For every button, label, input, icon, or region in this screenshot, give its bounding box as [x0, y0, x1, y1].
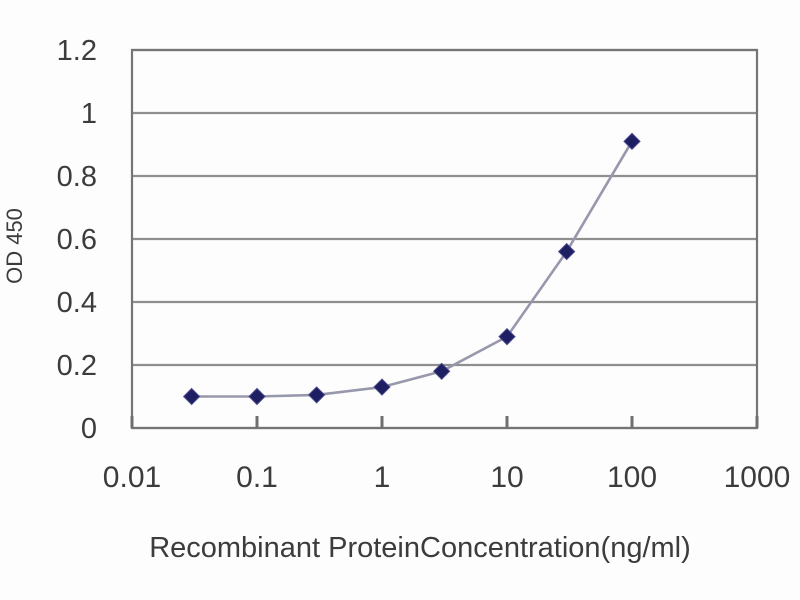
x-tick-label-0.01: 0.01	[103, 461, 161, 494]
y-tick-label-0.6: 0.6	[57, 224, 97, 256]
x-tick-label-1: 1	[374, 461, 391, 494]
x-axis-title: Recombinant ProteinConcentration(ng/ml)	[149, 532, 691, 564]
y-tick-label-0.4: 0.4	[57, 287, 97, 319]
x-tick-label-100: 100	[607, 461, 657, 494]
series-line	[191, 140, 634, 398]
y-tick-label-1: 1	[81, 98, 97, 130]
data-point-marker	[432, 362, 451, 381]
y-tick-label-0.8: 0.8	[57, 161, 97, 193]
data-point-marker	[623, 132, 641, 151]
data-point-marker	[557, 242, 576, 261]
data-point-marker	[248, 387, 266, 406]
x-tick-label-0.1: 0.1	[236, 461, 278, 494]
data-point-marker	[307, 386, 326, 404]
plot-border	[130, 48, 759, 430]
y-tick-label-0: 0	[81, 413, 97, 445]
y-tick-label-0.2: 0.2	[57, 350, 97, 382]
x-tick-label-10: 10	[490, 461, 523, 494]
x-tick-label-1000: 1000	[724, 461, 791, 494]
data-point-marker	[373, 378, 391, 396]
y-axis-title: OD 450	[2, 208, 27, 284]
data-point-marker	[182, 387, 201, 406]
data-point-marker	[498, 327, 516, 346]
y-tick-label-1.2: 1.2	[57, 35, 97, 67]
chart-root: 0.01 0.1 1 10 100 1000 0 0.2 0.4 0.6 0.8 1 1.2	[57, 35, 791, 494]
